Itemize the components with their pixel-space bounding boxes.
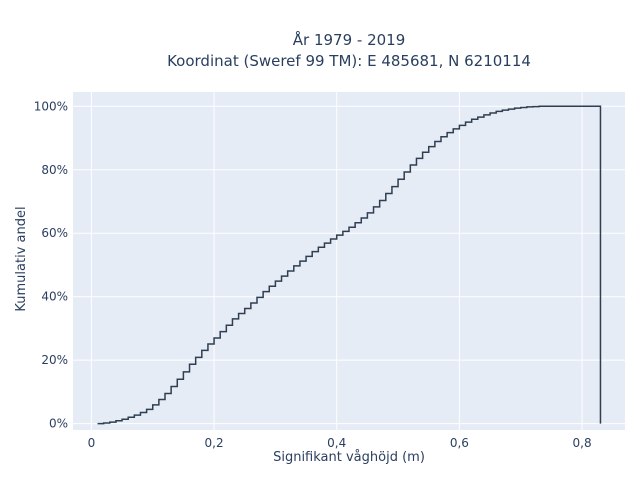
chart-title-line-2: Koordinat (Sweref 99 TM): E 485681, N 62…	[167, 52, 531, 70]
y-axis-ticks: 0% 20% 40% 60% 80% 100%	[34, 99, 68, 430]
x-tick-label: 0,4	[327, 436, 346, 450]
y-tick-label: 20%	[41, 353, 68, 367]
plot-area	[73, 92, 625, 430]
y-axis-title: Kumulativ andel	[14, 206, 29, 311]
x-tick-label: 0,6	[450, 436, 469, 450]
y-tick-label: 100%	[34, 99, 68, 113]
y-tick-label: 40%	[41, 290, 68, 304]
ecdf-series-line	[97, 105, 602, 425]
x-tick-label: 0,8	[573, 436, 592, 450]
chart-title-line-1: År 1979 - 2019	[293, 30, 406, 49]
x-tick-label: 0	[88, 436, 96, 450]
x-axis-ticks: 0 0,2 0,4 0,6 0,8	[88, 436, 592, 450]
x-axis-title: Signifikant våghöjd (m)	[273, 450, 425, 465]
x-tick-label: 0,2	[205, 436, 224, 450]
y-tick-label: 80%	[41, 163, 68, 177]
y-tick-label: 0%	[49, 417, 68, 431]
y-tick-label: 60%	[41, 226, 68, 240]
